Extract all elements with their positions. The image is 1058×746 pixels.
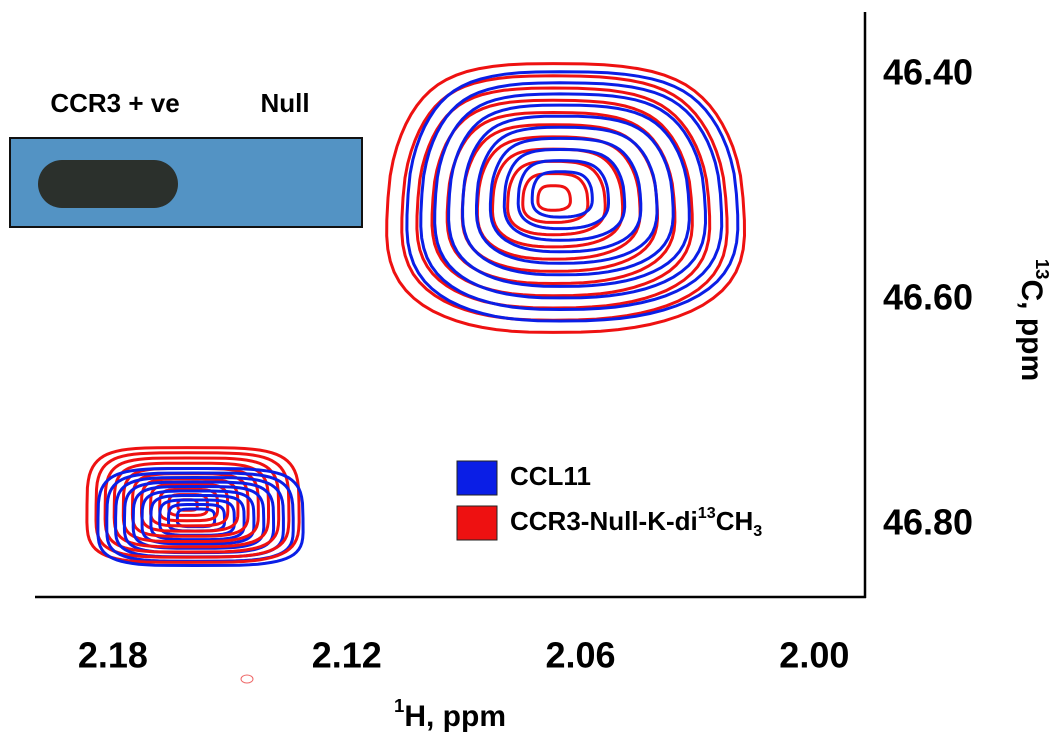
y-axis-label: 13C, ppm: [1015, 259, 1053, 381]
page: {"chart_data": { "type": "contour", "x_l…: [0, 0, 1058, 746]
x-tick-label: 2.06: [546, 635, 616, 676]
legend-swatch: [457, 506, 497, 540]
legend-label: CCR3-Null-K-di13CH3: [510, 504, 762, 540]
label-part: C, ppm: [1015, 280, 1048, 382]
label-part: 3: [753, 522, 762, 540]
label-part: 13: [1032, 259, 1053, 280]
label-part: CCR3-Null-K-di: [510, 506, 698, 536]
y-tick-label: 46.80: [883, 502, 973, 543]
label-part: H, ppm: [404, 700, 506, 733]
label-part: 1: [394, 695, 404, 716]
label-part: CH: [716, 506, 754, 536]
contour-line: [538, 186, 571, 210]
inset-label: CCR3 + ve: [50, 88, 179, 118]
legend-label: CCL11: [510, 461, 591, 491]
x-tick-label: 2.00: [779, 635, 849, 676]
contour-line: [493, 149, 623, 247]
x-tick-label: 2.18: [78, 635, 148, 676]
y-tick-label: 46.40: [883, 52, 973, 93]
x-tick-label: 2.12: [312, 635, 382, 676]
inset-label: Null: [260, 88, 309, 118]
noise-contour: [241, 675, 253, 683]
legend-swatch: [457, 461, 497, 495]
label-part: CCL11: [510, 461, 591, 491]
x-axis-label: 1H, ppm: [394, 695, 506, 733]
label-part: 13: [698, 504, 716, 522]
y-tick-label: 46.60: [883, 277, 973, 318]
chart: CCR3 + ve Null 2.18 2.12 2.06 2.00 46.40 46.6…: [0, 0, 1058, 746]
blot-band: [38, 160, 178, 208]
